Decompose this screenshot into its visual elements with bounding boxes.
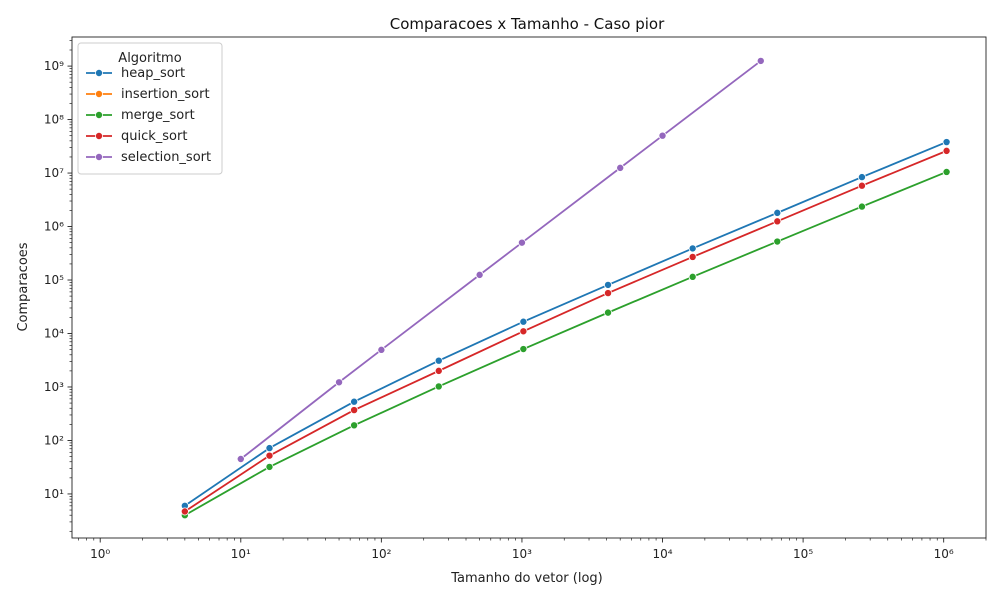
data-point — [519, 317, 528, 326]
data-point — [756, 56, 765, 65]
data-point — [688, 272, 697, 281]
y-tick-label: 10² — [44, 433, 64, 447]
data-point — [604, 289, 613, 298]
data-point — [857, 173, 866, 182]
y-tick-label: 10⁶ — [44, 220, 64, 234]
data-point — [519, 327, 528, 336]
plot-frame — [71, 36, 987, 539]
x-tick-label: 10⁴ — [652, 547, 672, 561]
data-point — [942, 146, 951, 155]
legend-item-heap_sort: heap_sort — [86, 66, 185, 81]
y-tick-label: 10⁷ — [44, 166, 64, 180]
x-tick-label: 10⁰ — [90, 547, 110, 561]
data-point — [942, 167, 951, 176]
data-point — [180, 507, 189, 516]
data-point — [475, 270, 484, 279]
data-point — [434, 356, 443, 365]
y-tick-label: 10⁴ — [44, 326, 64, 340]
x-tick-label: 10¹ — [231, 547, 251, 561]
series-heap_sort — [180, 138, 951, 510]
y-tick-label: 10⁵ — [44, 273, 64, 287]
data-point — [658, 131, 667, 140]
data-point — [236, 455, 245, 464]
y-tick-label: 10¹ — [44, 487, 64, 501]
legend-marker — [95, 69, 104, 78]
x-tick-label: 10⁶ — [934, 547, 954, 561]
series-line-quick_sort — [184, 150, 947, 513]
legend-item-quick_sort: quick_sort — [86, 129, 187, 144]
legend-title: Algoritmo — [118, 51, 181, 66]
data-point — [604, 280, 613, 289]
plot-background — [72, 37, 986, 538]
series-line-heap_sort — [184, 141, 947, 507]
legend-marker — [95, 131, 104, 140]
legend-label: insertion_sort — [121, 87, 210, 102]
series-quick_sort — [180, 146, 951, 516]
legend-marker — [95, 152, 104, 161]
y-axis-label: Comparacoes — [16, 242, 31, 331]
legend-label: heap_sort — [121, 66, 185, 81]
legend-label: merge_sort — [121, 108, 195, 123]
data-point — [335, 378, 344, 387]
x-tick-label: 10² — [371, 547, 391, 561]
data-point — [857, 181, 866, 190]
x-axis-label: Tamanho do vetor (log) — [450, 571, 602, 586]
data-point — [519, 345, 528, 354]
data-point — [773, 237, 782, 246]
data-point — [434, 382, 443, 391]
legend-marker — [95, 111, 104, 120]
legend-box — [77, 42, 223, 175]
y-axis: 10¹ 10² 10³ 10⁴ 10⁵ 10⁶ 10⁷ 10⁸ 10⁹ — [44, 40, 72, 532]
legend-marker — [95, 90, 104, 99]
data-point — [350, 421, 359, 430]
legend-label: selection_sort — [121, 150, 211, 165]
data-point — [688, 252, 697, 261]
data-point — [265, 451, 274, 460]
series-line-merge_sort — [184, 171, 947, 517]
x-axis: 10⁰ 10¹ 10² 10³ 10⁴ 10⁵ 10⁶ — [78, 538, 987, 561]
series-line-selection_sort — [240, 60, 762, 460]
y-tick-label: 10³ — [44, 380, 64, 394]
legend-items: heap_sort insertion_sort merge_sort quick_s… — [86, 66, 211, 165]
data-point — [857, 202, 866, 211]
data-point — [517, 238, 526, 247]
data-point — [377, 345, 386, 354]
data-point — [942, 138, 951, 147]
series-selection_sort — [236, 56, 765, 464]
series-layer — [180, 56, 951, 520]
x-tick-label: 10⁵ — [793, 547, 813, 561]
data-point — [688, 244, 697, 253]
data-point — [773, 208, 782, 217]
data-point — [434, 366, 443, 375]
legend-item-selection_sort: selection_sort — [86, 150, 211, 165]
data-point — [265, 462, 274, 471]
y-tick-label: 10⁸ — [44, 113, 64, 127]
chart-title: Comparacoes x Tamanho - Caso pior — [390, 15, 665, 33]
data-point — [616, 163, 625, 172]
legend-label: quick_sort — [121, 129, 187, 144]
series-merge_sort — [180, 167, 951, 520]
data-point — [265, 444, 274, 453]
data-point — [773, 217, 782, 226]
data-point — [604, 308, 613, 317]
data-point — [350, 406, 359, 415]
x-tick-label: 10³ — [512, 547, 532, 561]
legend-item-insertion_sort: insertion_sort — [86, 87, 210, 102]
y-tick-label: 10⁹ — [44, 59, 64, 73]
legend-item-merge_sort: merge_sort — [86, 108, 195, 123]
legend: Algoritmo heap_sort insertion_sort merge_s… — [77, 42, 223, 175]
data-point — [350, 397, 359, 406]
